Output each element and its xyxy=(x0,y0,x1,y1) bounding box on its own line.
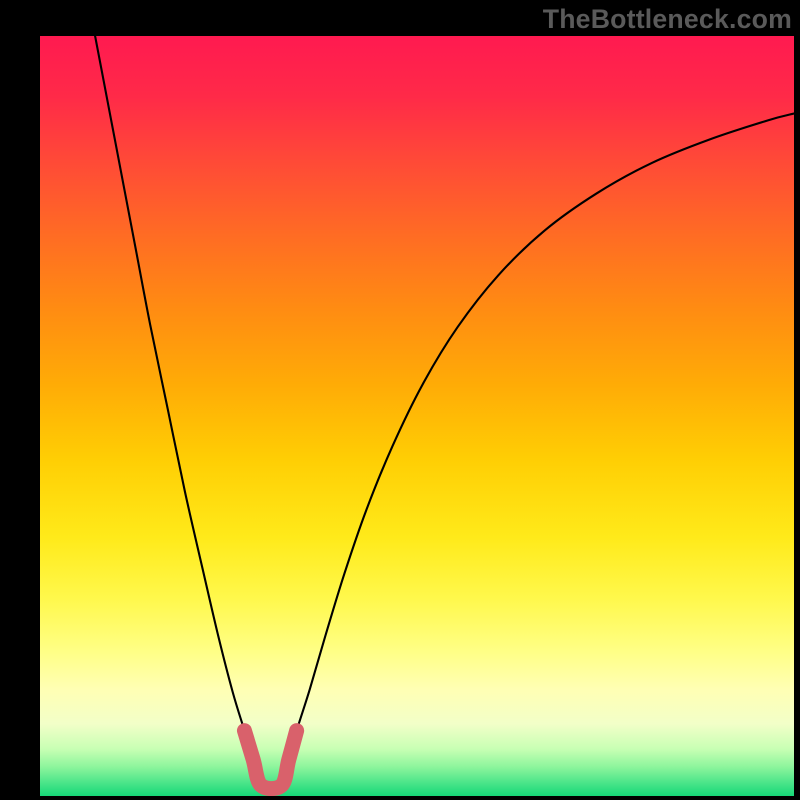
chart-plot-area xyxy=(40,36,794,796)
chart-svg xyxy=(40,36,794,796)
watermark-text: TheBottleneck.com xyxy=(543,4,792,35)
